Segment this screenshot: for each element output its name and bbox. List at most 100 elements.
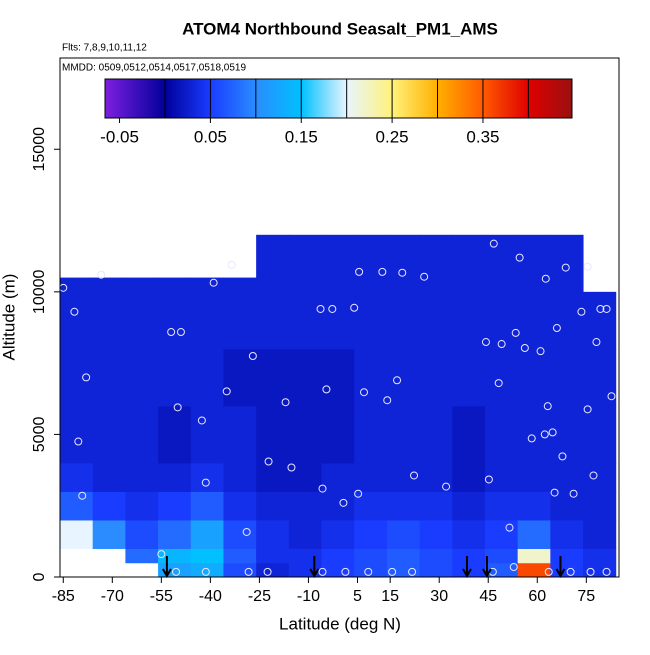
sample-point bbox=[242, 527, 251, 536]
sample-point bbox=[583, 262, 592, 271]
cell bbox=[190, 291, 224, 350]
plot-frame bbox=[59, 57, 620, 578]
x-tick-label: 60 bbox=[528, 588, 546, 605]
cell bbox=[60, 277, 94, 293]
sample-point bbox=[596, 304, 605, 313]
cell bbox=[452, 277, 486, 293]
sample-point bbox=[263, 567, 272, 576]
sample-point bbox=[322, 385, 331, 394]
sample-point bbox=[82, 373, 91, 382]
cell bbox=[125, 277, 159, 293]
cell bbox=[517, 548, 551, 564]
cell bbox=[256, 562, 290, 577]
sample-point bbox=[398, 268, 407, 277]
sample-point bbox=[197, 416, 206, 425]
sample-point bbox=[561, 263, 570, 272]
sample-point bbox=[489, 239, 498, 248]
sample-point bbox=[569, 489, 578, 498]
sample-point bbox=[97, 270, 106, 279]
cell bbox=[158, 462, 192, 492]
cell bbox=[190, 405, 224, 464]
sample-point bbox=[316, 304, 325, 313]
sample-point bbox=[318, 567, 327, 576]
cell bbox=[321, 519, 355, 549]
sample-point bbox=[481, 338, 490, 347]
sample-point bbox=[222, 387, 231, 396]
cell bbox=[92, 462, 126, 492]
cell bbox=[484, 348, 519, 407]
cell bbox=[60, 519, 94, 549]
cell bbox=[158, 519, 192, 549]
sample-point bbox=[167, 328, 176, 337]
sample-point bbox=[602, 304, 611, 313]
cell bbox=[60, 348, 94, 407]
cell bbox=[256, 491, 290, 521]
sample-point bbox=[318, 484, 327, 493]
arrow bbox=[162, 556, 172, 579]
cell bbox=[354, 548, 388, 564]
sample-point bbox=[602, 567, 611, 576]
sample-point bbox=[543, 402, 552, 411]
sample-point bbox=[484, 475, 493, 484]
cell bbox=[223, 562, 257, 577]
chart-title: ATOM4 Northbound Seasalt_PM1_AMS bbox=[182, 19, 498, 38]
cell bbox=[386, 348, 421, 407]
cell bbox=[517, 348, 551, 407]
field bbox=[60, 234, 617, 577]
colorbar-tick-label: 0.15 bbox=[285, 127, 318, 146]
cell bbox=[158, 491, 192, 521]
sample-point bbox=[586, 567, 595, 576]
sample-point bbox=[511, 328, 520, 337]
annotation: MMDD: 0509,0512,0514,0517,0518,0519 bbox=[62, 63, 246, 74]
sample-point bbox=[577, 307, 586, 316]
cell bbox=[419, 405, 453, 464]
cell bbox=[452, 291, 486, 350]
x-tick-label: 75 bbox=[577, 588, 595, 605]
x-tick-label: 15 bbox=[381, 588, 399, 605]
sample-point bbox=[227, 260, 236, 269]
cell bbox=[60, 405, 94, 464]
cell bbox=[288, 405, 323, 464]
cell bbox=[354, 291, 388, 350]
x-tick-label: -40 bbox=[199, 588, 222, 605]
cell bbox=[223, 277, 257, 293]
x-axis-label: Latitude (deg N) bbox=[279, 614, 401, 633]
sample-point bbox=[552, 324, 561, 333]
cell bbox=[158, 291, 192, 350]
sample-point bbox=[78, 491, 87, 500]
cell bbox=[517, 491, 551, 521]
cell bbox=[386, 491, 421, 521]
sample-point bbox=[341, 567, 350, 576]
sample-point bbox=[420, 272, 429, 281]
cell bbox=[60, 462, 94, 492]
cell bbox=[223, 405, 257, 464]
sample-point bbox=[566, 567, 575, 576]
cell bbox=[321, 277, 355, 293]
cell bbox=[386, 462, 421, 492]
cell bbox=[419, 291, 453, 350]
sample-point bbox=[339, 498, 348, 507]
sample-point bbox=[393, 376, 402, 385]
sample-point bbox=[505, 523, 514, 532]
cell bbox=[452, 519, 486, 549]
cell bbox=[321, 462, 355, 492]
cell bbox=[60, 291, 94, 350]
sample-point bbox=[541, 274, 550, 283]
cell bbox=[583, 562, 617, 577]
cell bbox=[256, 462, 290, 492]
cell bbox=[125, 548, 159, 564]
cell bbox=[92, 277, 126, 293]
y-tick-label: 0 bbox=[31, 572, 48, 581]
cell bbox=[125, 519, 159, 549]
cell bbox=[288, 348, 323, 407]
cell bbox=[583, 462, 617, 492]
y-axis-label: Altitude (m) bbox=[0, 274, 18, 361]
cell bbox=[386, 234, 421, 279]
x-tick-label: 30 bbox=[430, 588, 448, 605]
cell bbox=[321, 405, 355, 464]
sample-point bbox=[494, 379, 503, 388]
cell bbox=[452, 234, 486, 279]
cell bbox=[419, 234, 453, 279]
cell bbox=[223, 291, 257, 350]
